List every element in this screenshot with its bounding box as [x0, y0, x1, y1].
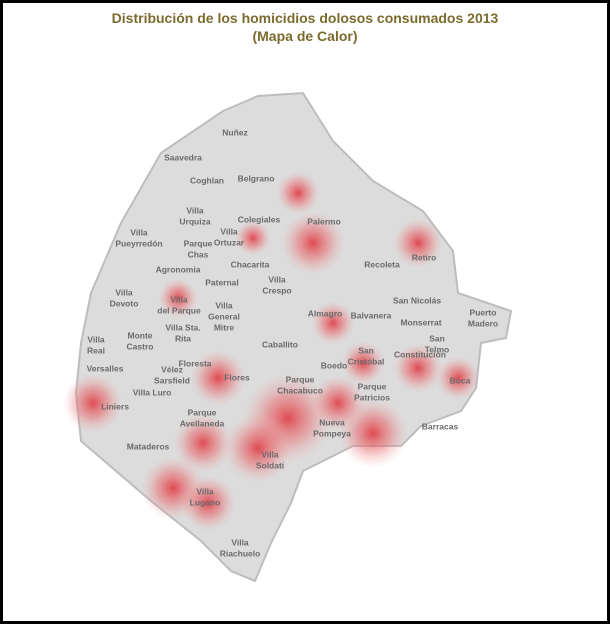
neighborhood-label: Caballito — [262, 339, 298, 349]
neighborhood-label: Villa — [186, 205, 204, 215]
neighborhood-label: Villa Sta. — [165, 322, 200, 332]
neighborhood-label: Villa — [196, 486, 214, 496]
neighborhood-label: Villa — [220, 226, 238, 236]
neighborhood-label: Nueva — [319, 417, 345, 427]
neighborhood-label: Monte — [127, 330, 152, 340]
neighborhood-label: Puerto — [470, 307, 497, 317]
neighborhood-label: Villa — [261, 449, 279, 459]
neighborhood-label: Parque — [358, 381, 387, 391]
neighborhood-label: Urquiza — [179, 216, 210, 226]
neighborhood-label: Villa — [87, 334, 105, 344]
neighborhood-label: Patricios — [354, 392, 390, 402]
neighborhood-label: Chacabuco — [277, 385, 323, 395]
heat-spots — [63, 171, 480, 531]
neighborhood-label: Villa — [215, 300, 233, 310]
neighborhood-label: Avellaneda — [180, 418, 225, 428]
neighborhood-label: Boca — [450, 375, 471, 385]
neighborhood-label: San — [358, 345, 374, 355]
neighborhood-label: Palermo — [307, 216, 341, 226]
neighborhood-label: Soldati — [256, 460, 284, 470]
neighborhood-label: Floresta — [178, 358, 211, 368]
neighborhood-label: Lugano — [190, 497, 221, 507]
neighborhood-label: Chas — [188, 249, 209, 259]
neighborhood-label: Villa — [115, 287, 133, 297]
neighborhood-label: Saavedra — [164, 152, 202, 162]
neighborhood-label: General — [208, 311, 240, 321]
neighborhood-label: San — [429, 333, 445, 343]
neighborhood-label: Parque — [188, 407, 217, 417]
neighborhood-label: Villa Luro — [133, 387, 172, 397]
neighborhood-label: Recoleta — [364, 259, 400, 269]
neighborhood-label: Vélez — [161, 364, 183, 374]
neighborhood-label: Villa — [130, 227, 148, 237]
neighborhood-label: San Nicolás — [393, 295, 441, 305]
neighborhood-label: Cristóbal — [348, 356, 385, 366]
neighborhood-label: Coghlan — [190, 175, 224, 185]
neighborhood-label: Pompeya — [313, 428, 351, 438]
neighborhood-label: Agronomia — [156, 264, 201, 274]
neighborhood-label: Versalles — [87, 363, 124, 373]
subtitle: (Mapa de Calor) — [252, 28, 357, 44]
neighborhood-label: Paternal — [205, 277, 239, 287]
neighborhood-label: Monserrat — [400, 317, 441, 327]
neighborhood-label: Mataderos — [127, 441, 170, 451]
neighborhood-label: Parque — [184, 238, 213, 248]
neighborhood-label: Rita — [175, 333, 191, 343]
neighborhood-label: del Parque — [157, 305, 201, 315]
neighborhood-label: Sarsfield — [154, 375, 190, 385]
neighborhood-label: Real — [87, 345, 105, 355]
map: Distribución de los homicidios dolosos c… — [63, 10, 513, 583]
neighborhood-label: Pueyrredón — [115, 238, 162, 248]
neighborhood-label: Chacarita — [231, 259, 270, 269]
neighborhood-label: Retiro — [412, 252, 437, 262]
neighborhood-label: Almagro — [308, 308, 342, 318]
neighborhood-label: Flores — [224, 372, 250, 382]
neighborhood-label: Riachuelo — [220, 548, 261, 558]
neighborhood-label: Crespo — [262, 285, 291, 295]
neighborhood-label: Madero — [468, 318, 498, 328]
neighborhood-label: Balvanera — [351, 310, 392, 320]
neighborhood-label: Villa — [268, 274, 286, 284]
neighborhood-label: Mitre — [214, 322, 235, 332]
neighborhood-label: Devoto — [110, 298, 139, 308]
neighborhood-label: Colegiales — [238, 214, 281, 224]
neighborhood-label: Villa — [231, 537, 249, 547]
neighborhood-label: Belgrano — [238, 173, 275, 183]
neighborhood-label: Constitución — [394, 349, 446, 359]
neighborhood-label: Telmo — [425, 344, 449, 354]
neighborhood-label: Nuñez — [222, 127, 248, 137]
neighborhood-label: Parque — [286, 374, 315, 384]
neighborhood-label: Barracas — [422, 421, 459, 431]
neighborhood-label: Liniers — [101, 401, 129, 411]
neighborhood-label: Ortuzar — [214, 237, 245, 247]
neighborhood-label: Villa — [170, 294, 188, 304]
neighborhood-label: Boedo — [321, 360, 347, 370]
title: Distribución de los homicidios dolosos c… — [112, 10, 499, 26]
neighborhood-label: Castro — [127, 341, 154, 351]
